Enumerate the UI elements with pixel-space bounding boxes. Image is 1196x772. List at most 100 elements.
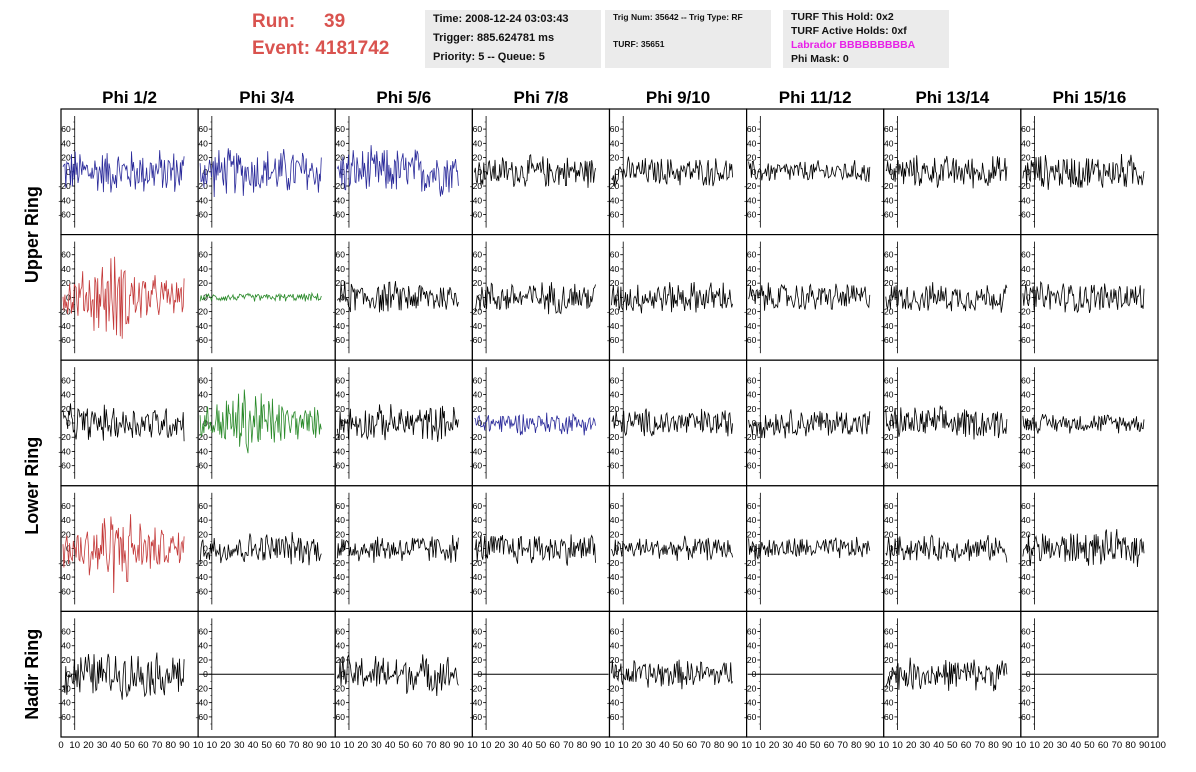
y-tick-label: -60 <box>196 586 209 596</box>
column-title: Phi 13/14 <box>915 88 989 107</box>
y-tick-label: -60 <box>881 586 894 596</box>
y-tick-label: -60 <box>58 586 71 596</box>
waveform-trace <box>336 653 459 697</box>
y-tick-label: -20 <box>881 683 894 693</box>
y-tick-label: 0 <box>614 418 619 428</box>
x-tick-label: 100 <box>1150 740 1166 751</box>
waveform-trace <box>336 534 459 563</box>
y-tick-label: 20 <box>198 278 208 288</box>
x-tick-label: 70 <box>837 740 848 751</box>
y-tick-label: 60 <box>884 375 894 385</box>
y-tick-label: -40 <box>58 572 71 582</box>
priority-text: Priority: 5 -- Queue: 5 <box>433 51 545 63</box>
y-tick-label: 20 <box>610 278 620 288</box>
run-value: 39 <box>324 11 346 32</box>
y-tick-label: -60 <box>58 209 71 219</box>
y-tick-label: 60 <box>473 124 483 134</box>
y-tick-label: -20 <box>58 558 71 568</box>
y-tick-label: -20 <box>333 683 346 693</box>
y-tick-label: 0 <box>340 669 345 679</box>
y-tick-label: 60 <box>1021 501 1031 511</box>
waveform-trace <box>62 403 185 442</box>
x-tick-label: 90 <box>1139 740 1150 751</box>
y-tick-label: 0 <box>614 167 619 177</box>
y-tick-label: -40 <box>881 572 894 582</box>
y-tick-label: 40 <box>610 264 620 274</box>
y-tick-label: 60 <box>747 375 757 385</box>
y-tick-label: -60 <box>470 461 483 471</box>
y-tick-label: 20 <box>884 655 894 665</box>
event-value: 4181742 <box>315 38 390 59</box>
y-tick-label: -60 <box>1018 461 1031 471</box>
row-title: Lower Ring <box>22 437 42 535</box>
waveform-trace <box>336 281 459 313</box>
y-tick-label: 60 <box>198 627 208 637</box>
x-tick-label: 30 <box>1057 740 1068 751</box>
column-title: Phi 11/12 <box>779 88 852 107</box>
y-tick-label: -20 <box>333 558 346 568</box>
y-tick-label: 40 <box>335 264 345 274</box>
waveform-trace <box>885 282 1008 313</box>
x-tick-label: 20 <box>357 740 368 751</box>
y-tick-label: -60 <box>58 335 71 345</box>
x-tick-label: 70 <box>1112 740 1123 751</box>
panel-frame <box>334 359 473 487</box>
y-tick-label: 40 <box>61 641 71 651</box>
x-tick-label: 30 <box>97 740 108 751</box>
y-tick-label: 40 <box>198 641 208 651</box>
y-tick-label: -20 <box>607 181 620 191</box>
waveform-trace <box>748 409 871 439</box>
y-tick-label: 40 <box>198 264 208 274</box>
x-tick-label: 30 <box>371 740 382 751</box>
y-tick-label: 60 <box>198 250 208 260</box>
y-tick-label: 20 <box>335 153 345 163</box>
waveform-trace <box>1022 413 1145 434</box>
x-tick-label: 80 <box>577 740 588 751</box>
x-tick-label: 80 <box>988 740 999 751</box>
y-tick-label: -40 <box>744 321 757 331</box>
y-tick-label: 60 <box>198 501 208 511</box>
panel-frame <box>746 234 885 361</box>
y-tick-label: -20 <box>744 683 757 693</box>
y-tick-label: 20 <box>61 655 71 665</box>
y-tick-label: -40 <box>58 698 71 708</box>
y-tick-label: 0 <box>752 167 757 177</box>
x-tick-label: 10 <box>878 740 889 751</box>
x-tick-label: 30 <box>645 740 656 751</box>
y-tick-label: 60 <box>473 627 483 637</box>
y-tick-label: 20 <box>198 404 208 414</box>
y-tick-label: 40 <box>1021 138 1031 148</box>
y-tick-label: -60 <box>196 209 209 219</box>
x-tick-label: 50 <box>1084 740 1095 751</box>
y-tick-label: 40 <box>61 390 71 400</box>
trig-num-text: Trig Num: 35642 -- Trig Type: RF <box>613 12 743 22</box>
waveform-trace <box>1022 153 1145 190</box>
y-tick-label: -20 <box>1018 683 1031 693</box>
waveform-trace <box>336 404 459 442</box>
y-tick-label: -20 <box>744 432 757 442</box>
x-tick-label: 50 <box>399 740 410 751</box>
waveform-trace <box>62 514 185 594</box>
x-tick-label: 10 <box>618 740 629 751</box>
y-tick-label: 20 <box>473 278 483 288</box>
x-tick-label: 10 <box>467 740 478 751</box>
column-title: Phi 7/8 <box>514 88 569 107</box>
waveform-trace <box>62 256 185 339</box>
trig-info-box: Trig Num: 35642 -- Trig Type: RF TURF: 3… <box>605 10 771 68</box>
y-tick-label: 40 <box>884 515 894 525</box>
y-tick-label: -40 <box>744 446 757 456</box>
x-tick-label: 90 <box>590 740 601 751</box>
x-tick-label: 50 <box>673 740 684 751</box>
y-tick-label: -20 <box>333 181 346 191</box>
y-tick-label: -20 <box>607 432 620 442</box>
